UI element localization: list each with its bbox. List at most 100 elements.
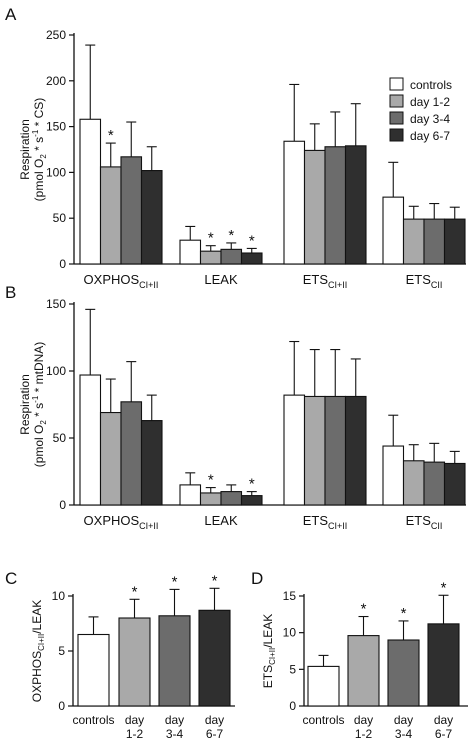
- panel-a-y-label-units: (pmol O2 * s-1 * CS): [31, 98, 48, 202]
- panel-label-b: B: [5, 283, 16, 302]
- panel-d: 051015ETSCI+II/LEAKcontrols*day1-2*day3-…: [261, 579, 468, 741]
- panel-d-y-label: ETSCI+II/LEAK: [261, 614, 277, 689]
- legend-label: day 6-7: [410, 129, 450, 143]
- panel-c-bar: [118, 617, 151, 707]
- panel-c-y-tick-label: 0: [58, 699, 65, 713]
- panel-c-category-label: day: [125, 713, 144, 727]
- panel-b-bar: [344, 395, 367, 506]
- panel-c-y-tick-label: 5: [58, 644, 65, 658]
- panel-a-bar: [443, 218, 466, 265]
- panel-label-d: D: [251, 569, 263, 588]
- panel-c-category-label: 6-7: [206, 727, 224, 741]
- panel-a-category-label: ETSCI+II: [303, 272, 348, 290]
- label-part: LEAK: [204, 513, 238, 528]
- panel-a-bar: [344, 145, 367, 265]
- panel-a-bar: [303, 149, 326, 265]
- panel-b-category-label: ETSCII: [406, 513, 443, 531]
- panel-c-category-label: 3-4: [166, 727, 184, 741]
- panel-d-bar: [387, 639, 420, 707]
- panel-a-bar: [324, 146, 347, 265]
- label-part: /LEAK: [261, 614, 275, 648]
- panel-label-c: C: [5, 569, 17, 588]
- panel-d-category-label: day: [434, 713, 453, 727]
- legend-label: day 1-2: [410, 95, 450, 109]
- label-part: * s: [32, 137, 46, 154]
- label-part: 2: [39, 154, 48, 159]
- panel-b-y-tick-label: 50: [53, 431, 67, 445]
- panel-d-y-tick-label: 5: [289, 662, 296, 676]
- panel-c-significance-marker: *: [172, 573, 178, 590]
- label-part: OXPHOS: [84, 272, 140, 287]
- label-part: CI+II: [328, 280, 347, 290]
- panel-c-category-label: day: [205, 713, 224, 727]
- panel-b-bar: [423, 461, 446, 506]
- panel-b-bar: [382, 445, 405, 506]
- panel-d-bar: [307, 665, 340, 707]
- label-part: CI+II: [139, 280, 158, 290]
- panel-a-bar: [120, 156, 143, 265]
- panel-c-category-label: day: [165, 713, 184, 727]
- panel-a-bar: [283, 140, 306, 265]
- panel-c-category-label: 1-2: [126, 727, 144, 741]
- panel-b-category-label: OXPHOSCI+II: [84, 513, 159, 531]
- panel-a-category-label: OXPHOSCI+II: [84, 272, 159, 290]
- panel-b-significance-marker: *: [249, 476, 255, 493]
- panel-d-category-label: 1-2: [355, 727, 373, 741]
- panel-b-bar: [303, 395, 326, 506]
- label-part: * s: [32, 403, 46, 420]
- panel-c-y-tick-label: 10: [52, 589, 66, 603]
- panel-a-bar: [220, 248, 243, 265]
- panel-d-category-label: day: [354, 713, 373, 727]
- panel-d-y-tick-label: 0: [289, 699, 296, 713]
- panel-a-y-tick-label: 50: [53, 211, 67, 225]
- panel-d-y-tick-label: 10: [283, 626, 297, 640]
- label-part: * mtDNA): [32, 342, 46, 396]
- panel-c-significance-marker: *: [132, 583, 138, 600]
- panel-d-y-tick-label: 15: [283, 589, 297, 603]
- panel-a-bar: [179, 239, 202, 265]
- panel-b-significance-marker: *: [208, 472, 214, 489]
- panel-b-bar: [443, 462, 466, 506]
- label-part: CI+II: [268, 648, 277, 665]
- panel-d-significance-marker: *: [401, 605, 407, 622]
- panel-d-category-label: 6-7: [435, 727, 453, 741]
- legend-label: controls: [410, 78, 452, 92]
- panel-a-y-tick-label: 150: [46, 120, 66, 134]
- label-part: ETS: [406, 272, 432, 287]
- panel-a-bar: [402, 218, 425, 265]
- panel-a-significance-marker: *: [228, 227, 234, 244]
- label-part: CII: [431, 280, 443, 290]
- panel-a-y-label: Respiration: [18, 119, 32, 180]
- label-part: CI+II: [328, 521, 347, 531]
- label-part: CII: [431, 521, 443, 531]
- label-part: ETS: [303, 513, 329, 528]
- panel-d-significance-marker: *: [441, 579, 447, 596]
- panel-a-significance-marker: *: [108, 127, 114, 144]
- panel-c-bar: [158, 615, 191, 707]
- panel-d-significance-marker: *: [361, 601, 367, 618]
- label-part: * CS): [32, 98, 46, 130]
- label-part: -1: [31, 395, 40, 403]
- panel-a-bar: [99, 166, 122, 265]
- panel-c-category-label: controls: [72, 713, 114, 727]
- panel-a-y-tick-label: 250: [46, 28, 66, 42]
- panel-a-bar: [382, 196, 405, 265]
- panel-a-bar: [199, 250, 222, 265]
- panel-d-category-label: controls: [302, 713, 344, 727]
- label-part: ETS: [406, 513, 432, 528]
- panel-b-y-tick-label: 150: [46, 297, 66, 311]
- panel-label-a: A: [5, 5, 17, 24]
- panel-a-y-tick-label: 100: [46, 165, 66, 179]
- panel-d-bar: [347, 635, 380, 707]
- legend-swatch: [389, 111, 404, 125]
- panel-b-bar: [402, 460, 425, 506]
- panel-c: 0510OXPHOSCI+II/LEAKcontrols*day1-2*day3…: [30, 572, 235, 741]
- panel-b-bar: [220, 491, 243, 506]
- panel-c-bar: [198, 609, 231, 707]
- panel-b-category-label: LEAK: [204, 513, 238, 528]
- label-part: CI+II: [139, 521, 158, 531]
- panel-a-category-label: ETSCII: [406, 272, 443, 290]
- panel-b-bar: [324, 395, 347, 506]
- legend-swatch: [389, 94, 404, 108]
- panel-b: 0 50 100 150 Respiration(pmol O2 * s-1 * mtD…: [18, 297, 466, 531]
